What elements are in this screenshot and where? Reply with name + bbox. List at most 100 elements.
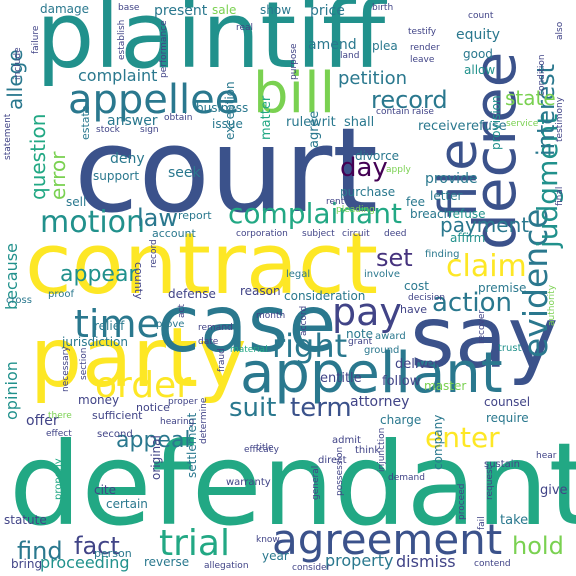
word: statute	[4, 513, 47, 527]
word: testify	[408, 27, 437, 37]
word: action	[432, 288, 513, 318]
word: failure	[31, 25, 41, 54]
word: provide	[425, 171, 478, 187]
word: agree	[307, 110, 322, 148]
word: claim	[446, 249, 527, 284]
word: involve	[364, 269, 401, 280]
word: think	[355, 445, 381, 456]
word: pleading	[336, 205, 375, 215]
word: writ	[311, 115, 336, 130]
word: appeal	[116, 428, 191, 453]
word: render	[410, 43, 440, 53]
word: general	[311, 465, 321, 500]
word: day	[340, 153, 388, 183]
word: year	[262, 549, 289, 563]
word: section	[79, 347, 89, 380]
word: sufficient	[92, 409, 143, 422]
word: jurisdiction	[62, 335, 128, 349]
word: there	[48, 411, 72, 421]
word: fraud	[217, 348, 227, 372]
word: find	[17, 537, 63, 565]
word: certain	[106, 497, 148, 511]
word: material	[230, 345, 268, 355]
word: court	[74, 102, 379, 239]
word: allegation	[204, 561, 249, 571]
word: price	[310, 3, 345, 19]
word: testimony	[555, 96, 565, 142]
word: grant	[348, 337, 373, 347]
word: set	[376, 244, 413, 272]
word: remand	[198, 323, 233, 333]
word: sign	[140, 125, 159, 135]
word: appellant	[240, 341, 503, 406]
word: support	[93, 169, 140, 183]
word: follow	[382, 374, 421, 389]
word: suit	[229, 393, 277, 423]
word: receive	[418, 119, 466, 134]
word: trust	[498, 343, 522, 354]
word: establish	[117, 19, 127, 60]
word: admit	[332, 435, 361, 446]
word: notice	[136, 401, 170, 414]
word: obtain	[164, 113, 193, 123]
word: properly	[53, 458, 64, 500]
word: performance	[159, 20, 169, 78]
word: cross	[6, 295, 32, 306]
word: demand	[388, 473, 425, 483]
word: decision	[408, 293, 446, 303]
word: error	[46, 151, 70, 200]
word: letter	[430, 189, 463, 203]
word: second	[97, 429, 133, 440]
word: offer	[26, 413, 59, 429]
word: necessary	[61, 346, 71, 392]
word: time	[74, 302, 160, 346]
word: cite	[94, 483, 117, 497]
word: raise	[412, 107, 434, 117]
word: business	[196, 101, 249, 115]
word: subject	[302, 229, 335, 239]
word: stock	[96, 125, 120, 135]
word: hear	[536, 451, 557, 461]
word: deny	[110, 151, 145, 167]
word: refuse	[466, 119, 507, 134]
word: entitle	[320, 371, 362, 386]
word: agreement	[272, 515, 503, 564]
word: complainant	[228, 197, 402, 230]
word: ground	[364, 345, 400, 356]
word: circuit	[342, 229, 370, 239]
word: service	[506, 119, 539, 129]
word: statement	[3, 113, 13, 160]
word: trial	[159, 523, 230, 564]
word: master	[424, 379, 467, 393]
word: direct	[318, 455, 347, 466]
word: also	[555, 21, 565, 40]
word: term	[290, 393, 352, 423]
word: recover	[477, 309, 487, 344]
word: have	[400, 303, 427, 316]
word: consideration	[284, 289, 366, 303]
word: original	[149, 435, 163, 480]
word: estate	[79, 105, 92, 140]
word: take	[500, 513, 529, 528]
word: note	[346, 327, 374, 341]
word: record	[149, 239, 159, 268]
word: equity	[456, 27, 501, 43]
word: dismiss	[396, 552, 456, 571]
word: order	[95, 365, 191, 406]
word: refuse	[448, 207, 486, 221]
word: hold	[512, 532, 564, 560]
word: birth	[372, 3, 394, 13]
word: appellee	[68, 77, 240, 123]
word: proceeding	[40, 553, 130, 572]
word: rule	[286, 115, 312, 130]
word: money	[78, 393, 120, 407]
word: determine	[199, 397, 209, 444]
word: consider	[292, 563, 331, 573]
word: enter	[425, 421, 500, 454]
word: accord	[299, 305, 309, 336]
word: defendant	[9, 418, 576, 551]
word: leave	[410, 55, 435, 65]
word: show	[260, 3, 292, 17]
word: proper	[168, 397, 198, 407]
word: prove	[156, 319, 185, 330]
